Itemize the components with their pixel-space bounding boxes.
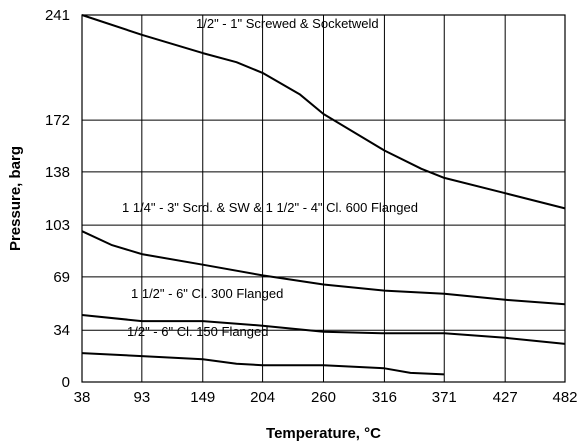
series-label-cl600-flanged: 1 1/4" - 3" Scrd. & SW & 1 1/2" - 4" Cl.… (122, 200, 418, 215)
y-tick-label: 172 (45, 112, 70, 129)
y-tick-label: 0 (62, 374, 70, 391)
series-label-screwed-socketweld: 1/2" - 1" Screwed & Socketweld (196, 16, 379, 31)
series-label-cl150-flanged: 1/2" - 6" Cl. 150 Flanged (127, 324, 268, 339)
x-tick-label: 427 (493, 389, 518, 406)
series-line-screwed-socketweld (81, 14, 566, 210)
x-tick-label: 260 (311, 389, 336, 406)
x-tick-label: 149 (190, 389, 215, 406)
x-tick-labels: 38 93 149 204 260 316 371 427 482 (74, 389, 578, 406)
series-line-cl300-flanged (81, 314, 566, 345)
series-line-cl150-flanged (81, 352, 445, 376)
grid-lines (82, 15, 565, 382)
x-tick-label: 482 (552, 389, 577, 406)
x-axis-label: Temperature, °C (266, 425, 381, 442)
y-tick-label: 69 (53, 269, 70, 286)
y-axis-label: Pressure, barg (7, 146, 24, 251)
plot-frame (81, 14, 566, 383)
series-line-cl600-flanged (81, 230, 566, 306)
y-tick-labels: 0 34 69 103 138 172 241 (45, 7, 70, 391)
x-tick-label: 204 (250, 389, 275, 406)
series-labels: 1/2" - 1" Screwed & Socketweld 1 1/4" - … (122, 16, 418, 339)
y-tick-label: 241 (45, 7, 70, 24)
x-tick-label: 93 (133, 389, 150, 406)
series-lines (81, 14, 566, 376)
x-tick-label: 316 (372, 389, 397, 406)
y-tick-label: 138 (45, 164, 70, 181)
x-tick-label: 371 (432, 389, 457, 406)
series-label-cl300-flanged: 1 1/2" - 6" Cl. 300 Flanged (131, 286, 283, 301)
x-tick-label: 38 (74, 389, 91, 406)
y-tick-label: 34 (53, 322, 70, 339)
y-tick-label: 103 (45, 217, 70, 234)
